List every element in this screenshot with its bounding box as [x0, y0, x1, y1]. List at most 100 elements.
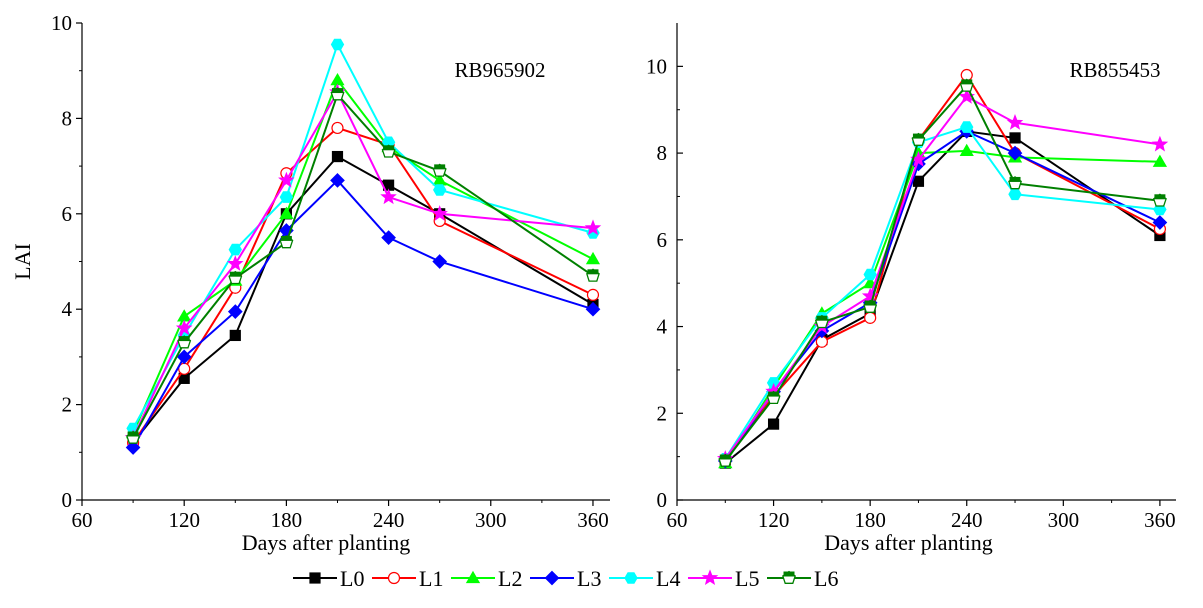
- y-tick-label: 10: [51, 11, 72, 35]
- data-point-L4: [1008, 188, 1022, 201]
- y-tick-label: 6: [62, 202, 73, 226]
- data-point-L6-fill: [912, 133, 924, 139]
- data-point-L3: [125, 440, 141, 455]
- data-point-L1: [864, 311, 877, 324]
- series-line-L0: [132, 155, 594, 444]
- series-line-L2: [132, 78, 594, 434]
- data-point-L0: [912, 175, 925, 187]
- series-L4: [126, 38, 600, 435]
- data-point-L6-fill: [961, 79, 973, 85]
- panel-title: RB855453: [1069, 58, 1160, 82]
- data-point-L5: [861, 287, 879, 304]
- series-line-L3: [724, 130, 1161, 462]
- series-L3: [717, 124, 1168, 469]
- x-tick-label: 180: [854, 508, 886, 532]
- chart-panel-1: 0 2 4 6 8 10 60 120 180 240 300 360 Days after plant…: [10, 11, 610, 555]
- y-tick-label: 8: [657, 141, 668, 165]
- data-point-L4: [433, 184, 447, 196]
- data-point-L5: [175, 319, 193, 336]
- data-point-L4: [863, 268, 877, 281]
- data-point-L2: [330, 72, 345, 86]
- x-tick-label: 300: [1048, 508, 1080, 532]
- data-point-L3: [1007, 145, 1023, 161]
- data-point-L4: [228, 243, 242, 256]
- x-tick-label: 360: [1144, 508, 1176, 532]
- x-axis-title: Days after planting: [242, 530, 411, 555]
- series-line-L0: [724, 130, 1161, 464]
- data-point-L6-fill: [280, 235, 292, 241]
- y-tick-label: 4: [657, 315, 668, 339]
- legend-label: L3: [577, 566, 601, 591]
- data-point-L1: [331, 121, 344, 135]
- legend-label: L1: [419, 566, 443, 591]
- legend-item-L5: L5: [688, 566, 759, 591]
- legend-label: L4: [656, 566, 680, 591]
- data-point-L0: [1009, 132, 1021, 144]
- data-point-L5: [380, 188, 397, 205]
- data-point-L0: [331, 150, 344, 163]
- data-point-L6-fill: [434, 164, 446, 170]
- x-tick-label: 60: [72, 508, 93, 532]
- data-point-L2: [585, 251, 601, 265]
- data-point-L4: [960, 121, 974, 133]
- panel-title: RB965902: [454, 58, 545, 82]
- y-tick-label: 4: [62, 297, 73, 321]
- data-point-L2: [1152, 154, 1168, 167]
- series-L2: [125, 72, 601, 439]
- data-point-L6-fill: [127, 431, 139, 437]
- data-point-L6-fill: [587, 269, 599, 275]
- y-tick-label: 2: [657, 401, 668, 425]
- data-point-L6-fill: [229, 271, 241, 277]
- legend-item-L1: L1: [372, 566, 443, 591]
- legend-label: L6: [814, 566, 838, 591]
- x-tick-label: 120: [758, 508, 790, 532]
- legend-label: L5: [735, 566, 759, 591]
- x-axis-title: Days after planting: [824, 530, 993, 555]
- series-line-L5: [132, 90, 594, 439]
- legend-marker: [465, 570, 481, 584]
- x-tick-label: 180: [271, 508, 303, 532]
- data-point-L5: [584, 219, 602, 236]
- legend-item-L6: L6: [767, 566, 838, 591]
- data-point-L5: [431, 205, 448, 221]
- legend-label: L2: [498, 566, 522, 591]
- data-point-L4: [330, 38, 345, 51]
- data-point-L5: [278, 171, 295, 188]
- data-point-L6-fill: [178, 336, 190, 342]
- series-L4: [718, 121, 1167, 465]
- x-tick-label: 60: [667, 508, 688, 532]
- data-point-L6-fill: [1009, 176, 1021, 182]
- legend-marker-fill: [783, 571, 795, 577]
- data-point-L4: [279, 191, 294, 203]
- series-line-L6: [724, 84, 1161, 462]
- data-point-L3: [1152, 215, 1168, 230]
- series-L5: [716, 88, 1169, 466]
- data-point-L0: [229, 329, 241, 342]
- data-point-L6-fill: [383, 145, 395, 151]
- y-tick-label: 2: [62, 393, 73, 417]
- data-point-L5: [1151, 135, 1169, 152]
- chart-panel-2: 0 2 4 6 8 10 60 120 180 240 300 360 Days after plant…: [646, 23, 1176, 555]
- legend-item-L0: L0: [293, 566, 364, 591]
- data-point-L2: [279, 206, 294, 219]
- legend-marker: [309, 572, 321, 584]
- y-tick-label: 6: [657, 228, 668, 252]
- x-tick-label: 120: [168, 508, 200, 532]
- series-L6: [718, 78, 1167, 467]
- y-axis-title: LAI: [10, 243, 35, 280]
- series-line-L1: [132, 126, 594, 444]
- data-point-L3: [227, 304, 243, 319]
- data-point-L6-fill: [816, 315, 828, 321]
- series-line-L2: [724, 149, 1160, 464]
- series-line-L5: [724, 95, 1161, 460]
- series-line-L6: [132, 92, 594, 439]
- series-L0: [127, 150, 599, 449]
- data-point-L2: [959, 143, 974, 156]
- legend-marker: [701, 569, 719, 586]
- data-point-L3: [432, 254, 448, 269]
- x-tick-label: 240: [951, 508, 983, 532]
- series-L0: [719, 125, 1166, 469]
- y-tick-label: 8: [62, 106, 73, 130]
